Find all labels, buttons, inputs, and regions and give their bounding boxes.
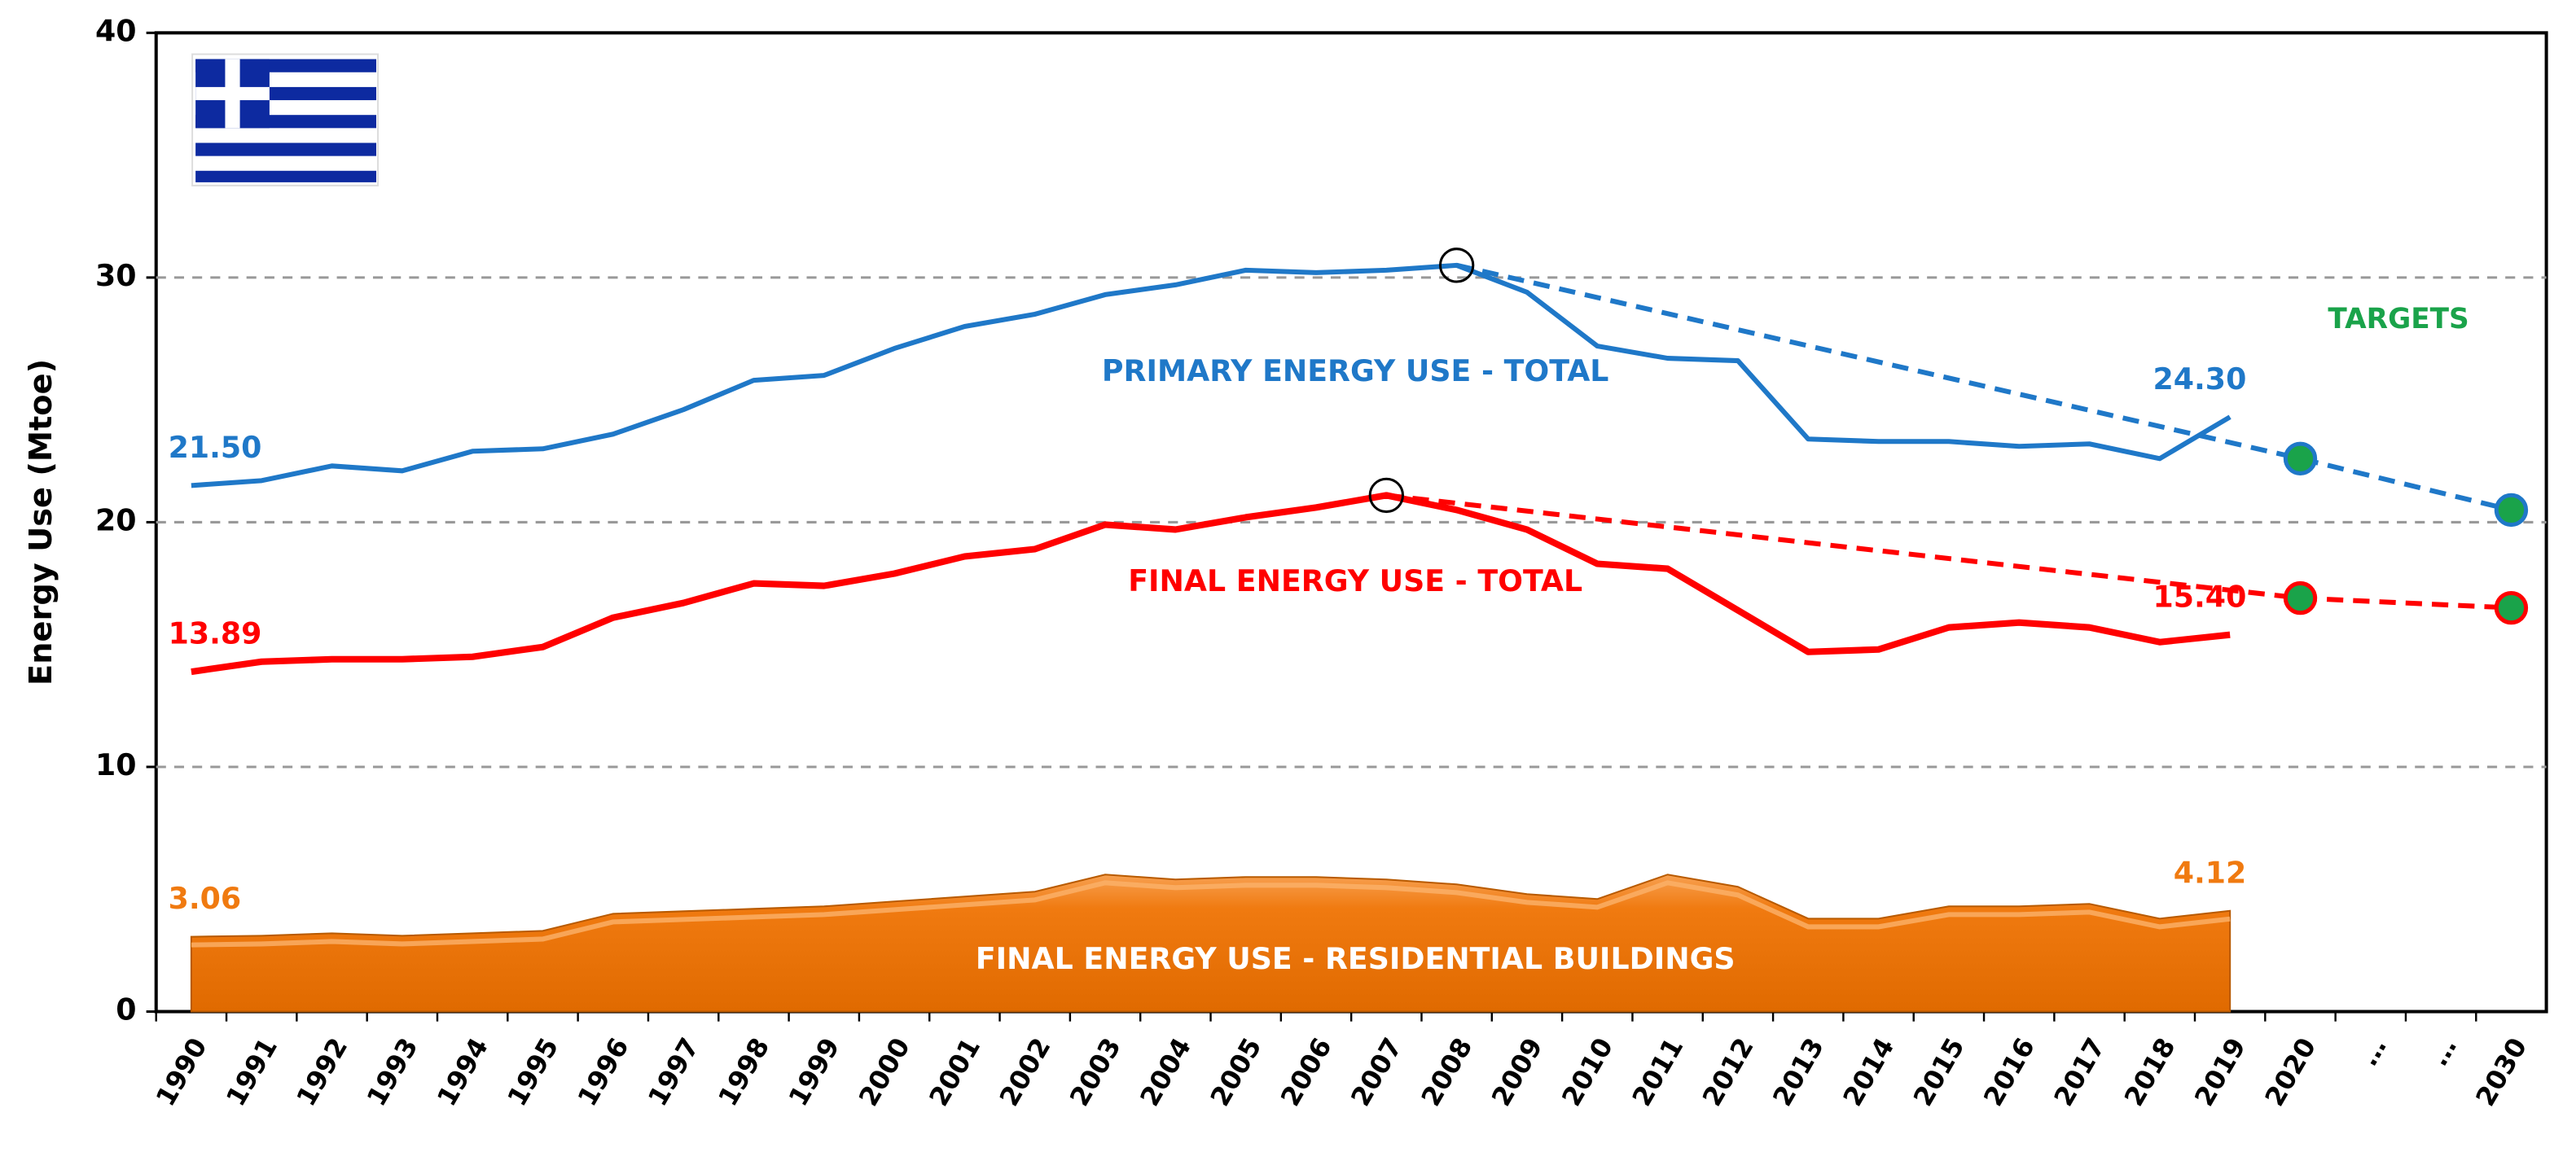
x-tick-label: 2000 — [853, 1032, 916, 1111]
x-tick-label: 2010 — [1556, 1032, 1619, 1111]
x-tick-label: 1996 — [572, 1032, 635, 1111]
x-tick-label: 2002 — [994, 1032, 1057, 1111]
flag — [191, 53, 380, 186]
x-tick-label: 2008 — [1415, 1032, 1479, 1111]
x-tick-label: 2018 — [2118, 1032, 2182, 1111]
data-label: 13.89 — [169, 616, 262, 651]
x-tick-label: 1993 — [361, 1032, 424, 1111]
targets-label: TARGETS — [2328, 303, 2468, 335]
x-tick-label: 2003 — [1064, 1032, 1127, 1111]
x-tick-label: 1990 — [150, 1032, 213, 1111]
target-point — [2494, 493, 2529, 528]
x-tick-label: 1992 — [291, 1032, 354, 1111]
data-label: 24.30 — [2153, 361, 2247, 396]
x-tick-label: 2004 — [1134, 1032, 1197, 1111]
target-line — [1385, 493, 2512, 611]
area-highlight — [191, 880, 2231, 948]
line — [191, 492, 2231, 676]
x-tick-label: 1997 — [642, 1032, 705, 1111]
x-tick-label: 2017 — [2048, 1032, 2112, 1111]
line — [191, 262, 2232, 488]
y-tick-label: 30 — [95, 258, 137, 293]
x-tick-label: 2009 — [1485, 1032, 1549, 1111]
target-line — [1455, 262, 2512, 513]
peak-marker — [1438, 247, 1475, 283]
x-tick-label: 2006 — [1275, 1032, 1338, 1111]
target-point — [2283, 441, 2318, 475]
x-tick-label: 1998 — [712, 1032, 775, 1111]
data-label: 15.40 — [2153, 579, 2247, 614]
data-label: 21.50 — [169, 430, 262, 465]
x-tick-label: 2030 — [2469, 1032, 2533, 1111]
y-tick-label: 40 — [95, 13, 137, 48]
x-tick-label: 2013 — [1766, 1032, 1830, 1111]
x-tick-label: 2001 — [923, 1032, 986, 1111]
x-tick-label: 2020 — [2258, 1032, 2322, 1111]
series-label: FINAL ENERGY USE - TOTAL — [1128, 563, 1582, 598]
x-tick-label: 2016 — [1977, 1032, 2041, 1111]
x-tick-label: 2014 — [1837, 1032, 1901, 1111]
y-axis-label: Energy Use (Mtoe) — [23, 359, 59, 686]
target-point — [2283, 580, 2318, 615]
x-tick-label: 2005 — [1205, 1032, 1268, 1111]
x-tick-label: 1995 — [501, 1032, 564, 1111]
x-tick-label: 2015 — [1907, 1032, 1971, 1111]
x-tick-label: 1991 — [220, 1032, 283, 1111]
x-tick-label: 2012 — [1696, 1032, 1760, 1111]
data-label: 4.12 — [2174, 855, 2247, 890]
peak-marker — [1368, 477, 1405, 514]
target-point — [2494, 590, 2529, 625]
x-tick-label: 2007 — [1345, 1032, 1408, 1111]
y-tick-label: 0 — [116, 992, 136, 1027]
y-tick-label: 20 — [95, 502, 137, 537]
data-label: 3.06 — [169, 881, 242, 916]
series-label: PRIMARY ENERGY USE - TOTAL — [1102, 353, 1609, 388]
y-tick-label: 10 — [95, 747, 137, 782]
series-label: FINAL ENERGY USE - RESIDENTIAL BUILDINGS — [976, 941, 1736, 976]
flag-cross — [195, 59, 270, 129]
x-tick-label: 2019 — [2188, 1032, 2252, 1111]
x-tick-label: 1999 — [783, 1032, 846, 1111]
x-tick-label: 2011 — [1626, 1032, 1690, 1111]
area — [190, 874, 2232, 1013]
x-tick-label: … — [2423, 1032, 2463, 1071]
x-tick-label: 1994 — [431, 1032, 494, 1111]
x-tick-label: … — [2353, 1032, 2393, 1071]
